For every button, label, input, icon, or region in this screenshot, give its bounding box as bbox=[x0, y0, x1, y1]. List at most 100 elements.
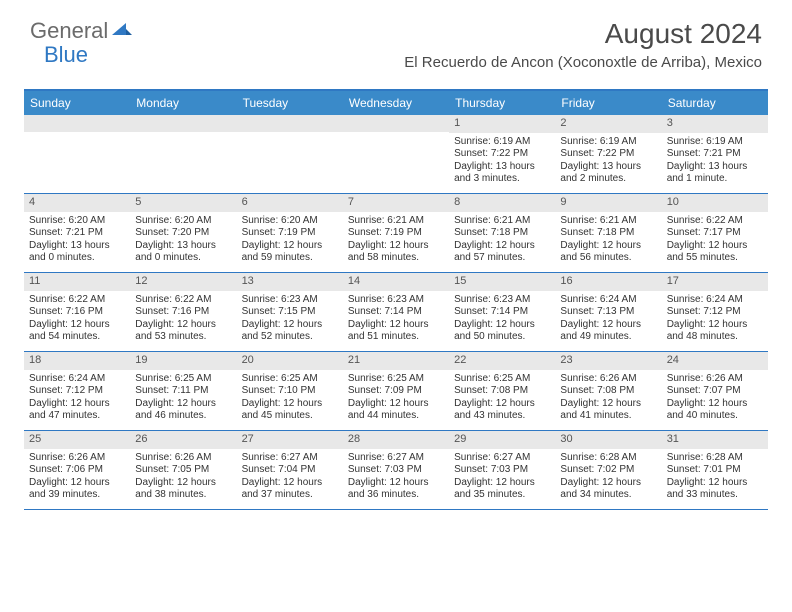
day-number: 15 bbox=[449, 273, 555, 291]
day-number: 18 bbox=[24, 352, 130, 370]
day-number: 6 bbox=[237, 194, 343, 212]
calendar-cell: 18 Sunrise: 6:24 AMSunset: 7:12 PMDayligh… bbox=[24, 352, 130, 430]
cell-body: Sunrise: 6:21 AMSunset: 7:18 PMDaylight:… bbox=[555, 214, 661, 269]
daylight-text: Daylight: 12 hours and 37 minutes. bbox=[242, 477, 338, 502]
month-title: August 2024 bbox=[404, 18, 762, 50]
calendar-cell: 22Sunrise: 6:25 AMSunset: 7:08 PMDayligh… bbox=[449, 352, 555, 430]
cell-body: Sunrise: 6:25 AMSunset: 7:09 PMDaylight:… bbox=[343, 372, 449, 427]
logo-triangle-icon bbox=[112, 21, 132, 42]
cell-body: Sunrise: 6:27 AMSunset: 7:03 PMDaylight:… bbox=[343, 451, 449, 506]
sunrise-text: Sunrise: 6:26 AM bbox=[667, 373, 763, 386]
cell-body: Sunrise: 6:24 AMSunset: 7:13 PMDaylight:… bbox=[555, 293, 661, 348]
day-number: 23 bbox=[555, 352, 661, 370]
sunset-text: Sunset: 7:06 PM bbox=[29, 464, 125, 477]
sunset-text: Sunset: 7:12 PM bbox=[29, 385, 125, 398]
cell-body: Sunrise: 6:19 AMSunset: 7:22 PMDaylight:… bbox=[555, 135, 661, 190]
daylight-text: Daylight: 12 hours and 47 minutes. bbox=[29, 398, 125, 423]
calendar-cell bbox=[130, 115, 236, 193]
calendar-cell: 16Sunrise: 6:24 AMSunset: 7:13 PMDayligh… bbox=[555, 273, 661, 351]
sunrise-text: Sunrise: 6:26 AM bbox=[29, 452, 125, 465]
calendar-cell: 5Sunrise: 6:20 AMSunset: 7:20 PMDaylight… bbox=[130, 194, 236, 272]
sunset-text: Sunset: 7:16 PM bbox=[135, 306, 231, 319]
calendar-cell: 8 Sunrise: 6:21 AMSunset: 7:18 PMDaylight… bbox=[449, 194, 555, 272]
calendar: SundayMondayTuesdayWednesdayThursdayFrid… bbox=[24, 89, 768, 510]
day-number: 30 bbox=[555, 431, 661, 449]
logo-text-blue: Blue bbox=[44, 42, 88, 68]
sunset-text: Sunset: 7:07 PM bbox=[667, 385, 763, 398]
daylight-text: Daylight: 12 hours and 53 minutes. bbox=[135, 319, 231, 344]
calendar-cell: 12Sunrise: 6:22 AMSunset: 7:16 PMDayligh… bbox=[130, 273, 236, 351]
daylight-text: Daylight: 12 hours and 50 minutes. bbox=[454, 319, 550, 344]
sunset-text: Sunset: 7:14 PM bbox=[454, 306, 550, 319]
cell-body: Sunrise: 6:26 AMSunset: 7:05 PMDaylight:… bbox=[130, 451, 236, 506]
sunset-text: Sunset: 7:14 PM bbox=[348, 306, 444, 319]
day-number: 31 bbox=[662, 431, 768, 449]
header: General Blue August 2024 El Recuerdo de … bbox=[0, 0, 792, 79]
calendar-cell: 20Sunrise: 6:25 AMSunset: 7:10 PMDayligh… bbox=[237, 352, 343, 430]
cell-body: Sunrise: 6:26 AMSunset: 7:06 PMDaylight:… bbox=[24, 451, 130, 506]
sunrise-text: Sunrise: 6:21 AM bbox=[560, 215, 656, 228]
day-header: Saturday bbox=[662, 91, 768, 115]
calendar-cell: 26Sunrise: 6:26 AMSunset: 7:05 PMDayligh… bbox=[130, 431, 236, 509]
daylight-text: Daylight: 12 hours and 44 minutes. bbox=[348, 398, 444, 423]
daylight-text: Daylight: 12 hours and 33 minutes. bbox=[667, 477, 763, 502]
day-number bbox=[130, 115, 236, 132]
sunset-text: Sunset: 7:08 PM bbox=[454, 385, 550, 398]
sunset-text: Sunset: 7:21 PM bbox=[667, 148, 763, 161]
day-header: Wednesday bbox=[343, 91, 449, 115]
sunset-text: Sunset: 7:16 PM bbox=[29, 306, 125, 319]
sunrise-text: Sunrise: 6:26 AM bbox=[135, 452, 231, 465]
calendar-cell bbox=[237, 115, 343, 193]
cell-body: Sunrise: 6:24 AMSunset: 7:12 PMDaylight:… bbox=[24, 372, 130, 427]
daylight-text: Daylight: 12 hours and 46 minutes. bbox=[135, 398, 231, 423]
cell-body: Sunrise: 6:21 AMSunset: 7:18 PMDaylight:… bbox=[449, 214, 555, 269]
cell-body: Sunrise: 6:25 AMSunset: 7:10 PMDaylight:… bbox=[237, 372, 343, 427]
sunset-text: Sunset: 7:09 PM bbox=[348, 385, 444, 398]
cell-body: Sunrise: 6:23 AMSunset: 7:14 PMDaylight:… bbox=[449, 293, 555, 348]
day-number bbox=[343, 115, 449, 132]
day-header: Sunday bbox=[24, 91, 130, 115]
sunrise-text: Sunrise: 6:22 AM bbox=[135, 294, 231, 307]
calendar-cell: 24Sunrise: 6:26 AMSunset: 7:07 PMDayligh… bbox=[662, 352, 768, 430]
daylight-text: Daylight: 12 hours and 48 minutes. bbox=[667, 319, 763, 344]
cell-body: Sunrise: 6:25 AMSunset: 7:11 PMDaylight:… bbox=[130, 372, 236, 427]
cell-body: Sunrise: 6:28 AMSunset: 7:02 PMDaylight:… bbox=[555, 451, 661, 506]
day-number: 2 bbox=[555, 115, 661, 133]
day-number: 5 bbox=[130, 194, 236, 212]
sunrise-text: Sunrise: 6:19 AM bbox=[560, 136, 656, 149]
sunrise-text: Sunrise: 6:20 AM bbox=[135, 215, 231, 228]
day-number: 8 bbox=[449, 194, 555, 212]
sunset-text: Sunset: 7:03 PM bbox=[348, 464, 444, 477]
sunrise-text: Sunrise: 6:19 AM bbox=[667, 136, 763, 149]
sunrise-text: Sunrise: 6:23 AM bbox=[242, 294, 338, 307]
calendar-cell: 15 Sunrise: 6:23 AMSunset: 7:14 PMDayligh… bbox=[449, 273, 555, 351]
calendar-cell: 29Sunrise: 6:27 AMSunset: 7:03 PMDayligh… bbox=[449, 431, 555, 509]
sunset-text: Sunset: 7:19 PM bbox=[348, 227, 444, 240]
sunset-text: Sunset: 7:21 PM bbox=[29, 227, 125, 240]
week-row: 18 Sunrise: 6:24 AMSunset: 7:12 PMDayligh… bbox=[24, 352, 768, 431]
calendar-cell: 31Sunrise: 6:28 AMSunset: 7:01 PMDayligh… bbox=[662, 431, 768, 509]
sunset-text: Sunset: 7:22 PM bbox=[454, 148, 550, 161]
calendar-cell: 17Sunrise: 6:24 AMSunset: 7:12 PMDayligh… bbox=[662, 273, 768, 351]
daylight-text: Daylight: 12 hours and 41 minutes. bbox=[560, 398, 656, 423]
daylight-text: Daylight: 12 hours and 54 minutes. bbox=[29, 319, 125, 344]
sunset-text: Sunset: 7:02 PM bbox=[560, 464, 656, 477]
day-number: 11 bbox=[24, 273, 130, 291]
daylight-text: Daylight: 12 hours and 49 minutes. bbox=[560, 319, 656, 344]
calendar-cell: 27Sunrise: 6:27 AMSunset: 7:04 PMDayligh… bbox=[237, 431, 343, 509]
cell-body: Sunrise: 6:20 AMSunset: 7:21 PMDaylight:… bbox=[24, 214, 130, 269]
calendar-cell: 11Sunrise: 6:22 AMSunset: 7:16 PMDayligh… bbox=[24, 273, 130, 351]
day-number: 22 bbox=[449, 352, 555, 370]
calendar-cell: 7Sunrise: 6:21 AMSunset: 7:19 PMDaylight… bbox=[343, 194, 449, 272]
calendar-cell: 4Sunrise: 6:20 AMSunset: 7:21 PMDaylight… bbox=[24, 194, 130, 272]
calendar-cell: 10Sunrise: 6:22 AMSunset: 7:17 PMDayligh… bbox=[662, 194, 768, 272]
cell-body: Sunrise: 6:23 AMSunset: 7:15 PMDaylight:… bbox=[237, 293, 343, 348]
daylight-text: Daylight: 13 hours and 1 minute. bbox=[667, 161, 763, 186]
daylight-text: Daylight: 12 hours and 58 minutes. bbox=[348, 240, 444, 265]
logo-text-general: General bbox=[30, 18, 108, 44]
sunrise-text: Sunrise: 6:21 AM bbox=[454, 215, 550, 228]
calendar-cell: 9Sunrise: 6:21 AMSunset: 7:18 PMDaylight… bbox=[555, 194, 661, 272]
week-row: 11Sunrise: 6:22 AMSunset: 7:16 PMDayligh… bbox=[24, 273, 768, 352]
sunrise-text: Sunrise: 6:22 AM bbox=[667, 215, 763, 228]
daylight-text: Daylight: 12 hours and 38 minutes. bbox=[135, 477, 231, 502]
